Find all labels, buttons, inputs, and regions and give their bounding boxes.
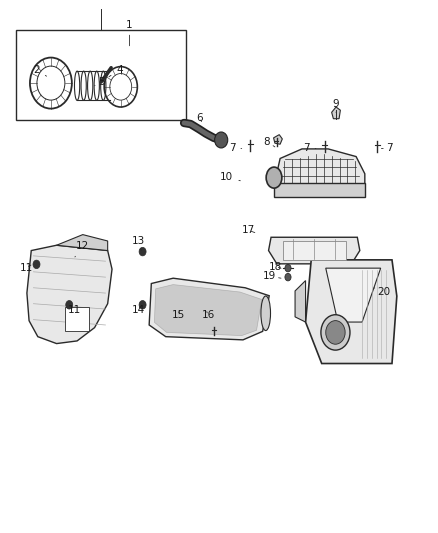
Text: 1: 1 bbox=[126, 20, 133, 46]
Polygon shape bbox=[57, 235, 108, 251]
Polygon shape bbox=[154, 285, 262, 336]
Bar bbox=[65, 308, 89, 332]
Circle shape bbox=[326, 321, 345, 344]
Text: 4: 4 bbox=[109, 65, 123, 77]
Text: 7: 7 bbox=[303, 143, 316, 154]
Circle shape bbox=[321, 314, 350, 350]
Ellipse shape bbox=[266, 167, 282, 188]
Polygon shape bbox=[274, 149, 365, 185]
Text: 16: 16 bbox=[201, 310, 215, 320]
Text: 17: 17 bbox=[242, 225, 255, 236]
Bar bbox=[16, 30, 186, 120]
Text: 9: 9 bbox=[333, 99, 339, 112]
Polygon shape bbox=[149, 278, 269, 340]
Polygon shape bbox=[27, 245, 112, 344]
Text: 7: 7 bbox=[381, 143, 392, 154]
Text: 5: 5 bbox=[95, 77, 104, 87]
Polygon shape bbox=[274, 135, 283, 144]
Text: 8: 8 bbox=[264, 136, 275, 147]
Text: 18: 18 bbox=[269, 262, 283, 271]
Circle shape bbox=[139, 247, 146, 256]
Circle shape bbox=[285, 264, 291, 272]
Circle shape bbox=[66, 301, 73, 309]
Text: 2: 2 bbox=[34, 65, 46, 76]
Text: 10: 10 bbox=[220, 172, 240, 182]
Polygon shape bbox=[295, 280, 306, 322]
Text: 6: 6 bbox=[196, 112, 203, 123]
Text: 15: 15 bbox=[172, 310, 185, 320]
Bar bbox=[283, 241, 346, 260]
Ellipse shape bbox=[261, 296, 271, 330]
Polygon shape bbox=[332, 107, 340, 119]
Text: 19: 19 bbox=[263, 271, 281, 281]
Circle shape bbox=[139, 301, 146, 309]
Polygon shape bbox=[306, 260, 397, 364]
Text: 11: 11 bbox=[67, 305, 81, 315]
Polygon shape bbox=[326, 268, 381, 322]
Circle shape bbox=[285, 273, 291, 281]
Text: 20: 20 bbox=[374, 287, 391, 297]
Text: 13: 13 bbox=[131, 236, 145, 251]
Text: 14: 14 bbox=[131, 305, 145, 315]
Text: 7: 7 bbox=[229, 143, 242, 154]
Text: 12: 12 bbox=[75, 241, 89, 257]
Bar bbox=[274, 183, 365, 197]
Polygon shape bbox=[268, 237, 360, 264]
Circle shape bbox=[33, 260, 40, 269]
Circle shape bbox=[215, 132, 228, 148]
Text: 11: 11 bbox=[19, 263, 33, 272]
